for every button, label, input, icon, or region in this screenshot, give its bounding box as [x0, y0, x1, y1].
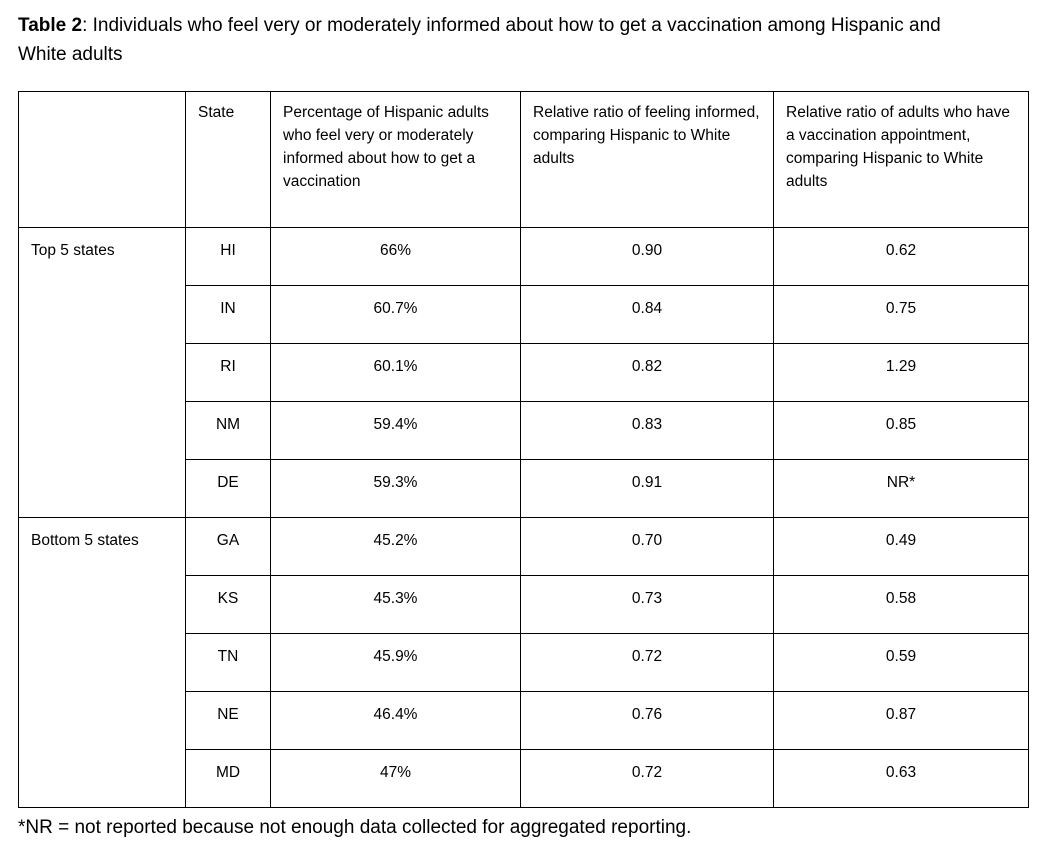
ratio-appointment-cell: 1.29 — [773, 343, 1029, 402]
percentage-cell: 60.1% — [270, 343, 521, 402]
table-title-label: Table 2 — [18, 15, 83, 36]
ratio-informed-cell: 0.83 — [520, 401, 774, 460]
ratio-appointment-cell: 0.87 — [773, 691, 1029, 750]
table-row: Top 5 states HI 66% 0.90 0.62 — [18, 227, 1029, 518]
state-cell: NM — [185, 401, 271, 460]
table-title-text: : Individuals who feel very or moderatel… — [18, 15, 941, 65]
table-row: RI 60.1% 0.82 1.29 — [19, 343, 1029, 402]
ratio-appointment-cell: 0.59 — [773, 633, 1029, 692]
state-cell: KS — [185, 575, 271, 634]
percentage-cell: 46.4% — [270, 691, 521, 750]
group-label-top5: Top 5 states — [18, 227, 186, 518]
ratio-informed-cell: 0.91 — [520, 459, 774, 518]
table-row: NE 46.4% 0.76 0.87 — [19, 691, 1029, 750]
group-label-bottom5: Bottom 5 states — [18, 517, 186, 808]
ratio-informed-cell: 0.90 — [520, 227, 774, 286]
percentage-cell: 66% — [270, 227, 521, 286]
state-cell: HI — [185, 227, 271, 286]
percentage-cell: 45.2% — [270, 517, 521, 576]
percentage-cell: 59.3% — [270, 459, 521, 518]
header-ratio-informed: Relative ratio of feeling informed, comp… — [520, 91, 774, 228]
footnote: *NR = not reported because not enough da… — [18, 817, 692, 838]
data-table: State Percentage of Hispanic adults who … — [18, 91, 1029, 808]
ratio-informed-cell: 0.82 — [520, 343, 774, 402]
table-row: Bottom 5 states GA 45.2% 0.70 0.49 — [18, 517, 1029, 808]
header-row: State Percentage of Hispanic adults who … — [18, 91, 1029, 228]
state-cell: TN — [185, 633, 271, 692]
percentage-cell: 47% — [270, 749, 521, 808]
ratio-informed-cell: 0.72 — [520, 749, 774, 808]
ratio-appointment-cell: 0.62 — [773, 227, 1029, 286]
header-percentage-informed: Percentage of Hispanic adults who feel v… — [270, 91, 521, 228]
ratio-appointment-cell: NR* — [773, 459, 1029, 518]
ratio-appointment-cell: 0.85 — [773, 401, 1029, 460]
percentage-cell: 45.9% — [270, 633, 521, 692]
ratio-appointment-cell: 0.63 — [773, 749, 1029, 808]
state-cell: MD — [185, 749, 271, 808]
ratio-informed-cell: 0.70 — [520, 517, 774, 576]
percentage-cell: 60.7% — [270, 285, 521, 344]
ratio-appointment-cell: 0.49 — [773, 517, 1029, 576]
header-group — [18, 91, 186, 228]
table-row: DE 59.3% 0.91 NR* — [19, 459, 1029, 518]
ratio-appointment-cell: 0.58 — [773, 575, 1029, 634]
state-cell: GA — [185, 517, 271, 576]
state-cell: DE — [185, 459, 271, 518]
table-row: NM 59.4% 0.83 0.85 — [19, 401, 1029, 460]
header-ratio-appointment: Relative ratio of adults who have a vacc… — [773, 91, 1029, 228]
state-cell: IN — [185, 285, 271, 344]
ratio-informed-cell: 0.73 — [520, 575, 774, 634]
ratio-informed-cell: 0.76 — [520, 691, 774, 750]
ratio-appointment-cell: 0.75 — [773, 285, 1029, 344]
percentage-cell: 59.4% — [270, 401, 521, 460]
state-cell: RI — [185, 343, 271, 402]
table-row: KS 45.3% 0.73 0.58 — [19, 575, 1029, 634]
table-row: TN 45.9% 0.72 0.59 — [19, 633, 1029, 692]
ratio-informed-cell: 0.72 — [520, 633, 774, 692]
ratio-informed-cell: 0.84 — [520, 285, 774, 344]
percentage-cell: 45.3% — [270, 575, 521, 634]
header-state: State — [185, 91, 271, 228]
table-row: IN 60.7% 0.84 0.75 — [19, 285, 1029, 344]
state-cell: NE — [185, 691, 271, 750]
table-title: Table 2: Individuals who feel very or mo… — [18, 11, 973, 69]
table-row: MD 47% 0.72 0.63 — [19, 749, 1029, 808]
